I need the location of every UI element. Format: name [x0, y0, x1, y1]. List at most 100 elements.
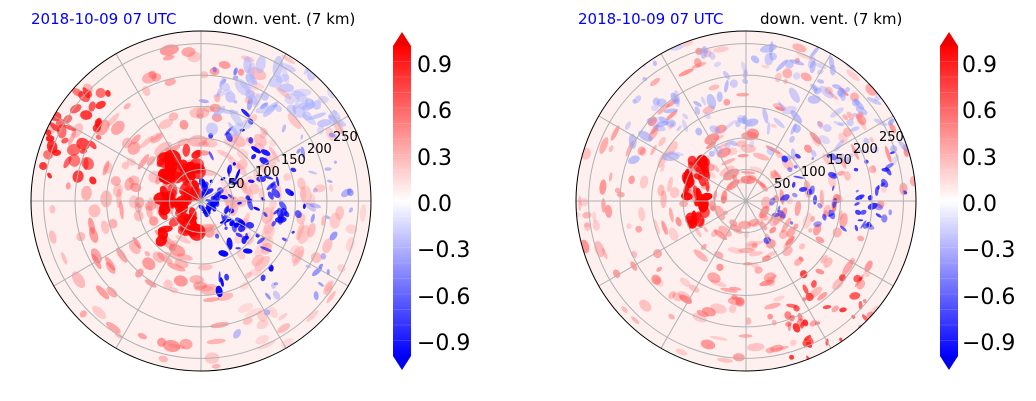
field-cell-positive	[243, 212, 250, 224]
field-cell-positive	[864, 260, 873, 272]
field-cell-positive	[738, 247, 755, 254]
field-cell-positive	[103, 162, 113, 175]
field-cell-positive	[76, 232, 86, 242]
field-cell-negative	[270, 183, 277, 190]
field-cell-positive	[162, 339, 181, 353]
field-cell-positive	[805, 292, 814, 301]
field-cell-negative	[247, 179, 255, 184]
field-cell-positive	[628, 175, 635, 185]
field-cell-positive	[95, 100, 106, 110]
field-cell-positive	[720, 287, 738, 293]
field-cell-negative	[638, 130, 653, 142]
field-cell-positive	[116, 188, 122, 209]
field-cell-positive	[703, 226, 708, 233]
field-cell-negative	[253, 93, 262, 108]
field-cell-negative	[251, 146, 261, 154]
field-cell-positive	[789, 354, 795, 360]
field-cell-negative	[777, 210, 786, 219]
field-cell-positive	[152, 251, 165, 263]
panel-right-title-date: 2018-10-09 07 UTC	[578, 10, 724, 28]
field-cell-positive	[621, 306, 628, 313]
field-cell-positive	[92, 305, 107, 320]
field-cell-negative	[749, 140, 755, 148]
colorbar-tick-label: 0.3	[962, 146, 997, 171]
field-cell-positive	[654, 219, 660, 235]
field-cell-negative	[216, 87, 223, 96]
field-cell-positive	[669, 187, 680, 199]
field-cell-positive	[584, 223, 591, 232]
field-cell-negative	[708, 150, 715, 157]
field-cell-negative	[235, 247, 241, 250]
field-cell-negative	[334, 134, 338, 141]
field-cell-negative	[235, 169, 241, 180]
field-cell-positive	[700, 192, 713, 201]
field-cell-positive	[169, 240, 178, 251]
field-cell-negative	[898, 140, 910, 154]
field-cell-negative	[781, 155, 788, 163]
field-cell-positive	[300, 185, 312, 205]
field-cell-positive	[840, 156, 847, 169]
field-cell-negative	[849, 153, 854, 158]
field-cell-negative	[735, 120, 741, 128]
field-cell-negative	[650, 104, 659, 112]
field-cell-positive	[278, 313, 288, 321]
field-cell-negative	[248, 137, 254, 144]
field-cell-positive	[160, 199, 177, 212]
azimuth-gridline	[200, 200, 349, 287]
panel-right-colorbar: 0.9 0.6 0.3 0.0 −0.3 −0.6 −0.9	[940, 32, 1015, 370]
field-cell-positive	[682, 40, 694, 47]
field-cell-negative	[255, 55, 266, 74]
field-cell-negative	[822, 213, 827, 221]
field-cell-negative	[317, 119, 332, 127]
field-cell-negative	[308, 112, 327, 120]
field-cell-negative	[860, 220, 867, 229]
field-cell-negative	[200, 180, 209, 193]
field-cell-positive	[800, 72, 812, 82]
field-cell-positive	[168, 217, 180, 227]
field-cell-positive	[747, 343, 765, 352]
field-cell-negative	[303, 114, 317, 126]
field-cell-positive	[163, 149, 182, 167]
field-cell-positive	[110, 176, 121, 186]
field-cell-positive	[102, 160, 110, 176]
field-cell-positive	[121, 161, 130, 170]
field-cell-positive	[815, 268, 825, 275]
field-cell-negative	[763, 236, 771, 244]
field-cell-positive	[849, 92, 860, 102]
field-cell-negative	[645, 34, 653, 50]
field-cell-positive	[707, 272, 721, 283]
field-cell-positive	[675, 348, 687, 356]
field-cell-negative	[271, 220, 277, 227]
field-cell-positive	[626, 223, 632, 230]
field-cell-negative	[788, 87, 800, 103]
field-cell-positive	[867, 322, 873, 328]
field-cell-negative	[817, 120, 823, 129]
panel-right-grid	[576, 31, 916, 371]
field-cell-negative	[816, 79, 825, 84]
field-cell-positive	[328, 184, 334, 192]
field-cell-negative	[855, 194, 865, 201]
field-cell-negative	[332, 109, 341, 120]
field-cell-positive	[846, 111, 855, 120]
field-cell-positive	[268, 307, 278, 318]
field-cell-positive	[307, 222, 316, 238]
field-cell-positive	[741, 170, 756, 175]
field-cell-negative	[332, 52, 345, 67]
field-cell-positive	[134, 196, 145, 208]
field-cell-positive	[668, 123, 675, 130]
field-cell-positive	[832, 227, 842, 238]
field-cell-positive	[700, 243, 707, 250]
field-cell-negative	[877, 185, 880, 190]
field-cell-negative	[253, 206, 260, 211]
field-cell-positive	[81, 156, 94, 170]
field-cell-negative	[212, 89, 232, 98]
field-cell-negative	[224, 226, 228, 230]
field-cell-positive	[716, 263, 724, 271]
field-cell-negative	[737, 117, 748, 125]
field-cell-positive	[802, 319, 809, 327]
field-cell-negative	[255, 105, 275, 114]
field-cell-negative	[313, 291, 319, 301]
field-cell-positive	[39, 162, 48, 171]
radial-tick-label: 150	[827, 153, 852, 168]
field-cell-negative	[764, 52, 774, 66]
